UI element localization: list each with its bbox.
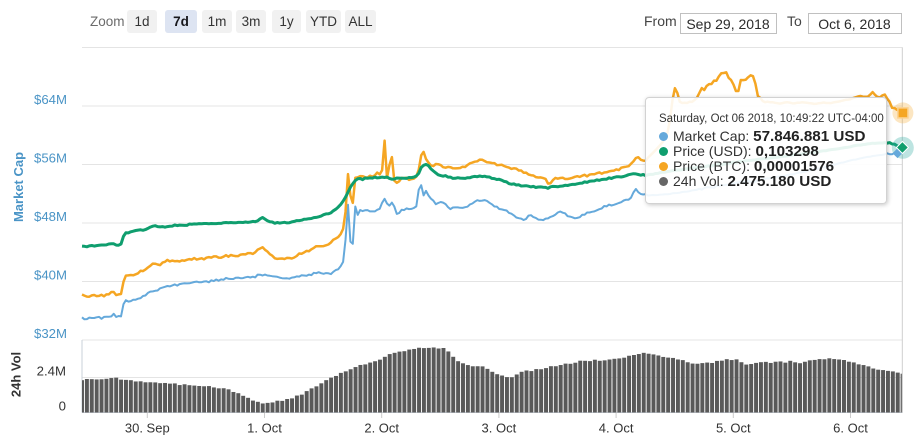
svg-text:3. Oct: 3. Oct [482,421,517,436]
svg-text:4. Oct: 4. Oct [599,421,634,436]
svg-text:1. Oct: 1. Oct [247,421,282,436]
svg-text:6. Oct: 6. Oct [833,421,868,436]
svg-text:5. Oct: 5. Oct [716,421,751,436]
svg-text:$40M: $40M [34,268,67,283]
svg-text:2.4M: 2.4M [37,364,66,379]
svg-text:$56M: $56M [34,151,67,166]
svg-text:2. Oct: 2. Oct [364,421,399,436]
svg-text:24h Vol: 24h Vol [9,352,24,397]
svg-text:$64M: $64M [34,92,67,107]
svg-text:Market Cap: Market Cap [11,152,26,222]
svg-text:0: 0 [59,399,66,414]
svg-text:$48M: $48M [34,209,67,224]
svg-text:$32M: $32M [34,326,67,341]
svg-text:30. Sep: 30. Sep [125,421,170,436]
